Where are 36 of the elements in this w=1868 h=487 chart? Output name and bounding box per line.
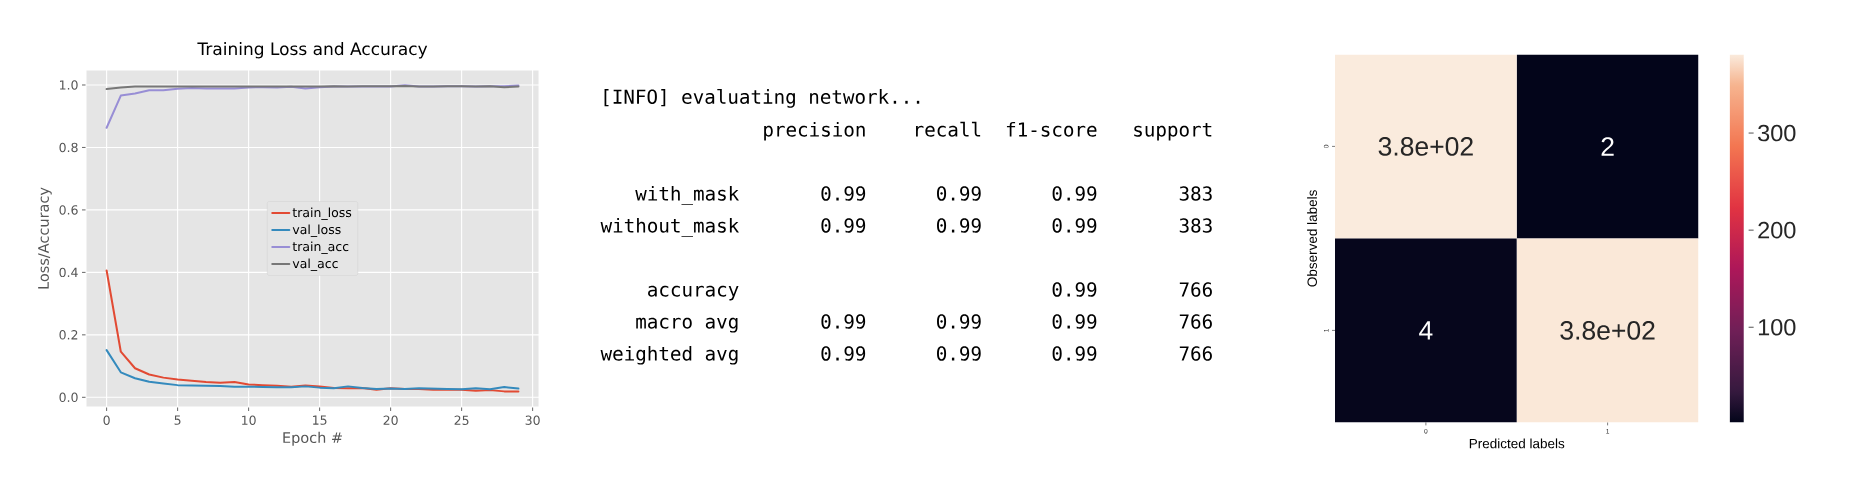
text: macro avg 0.99 0.99 0.99 766 — [636, 314, 1212, 333]
y-tick-label: 0.4 — [59, 267, 78, 278]
x-axis-title: Predicted labels — [1469, 438, 1565, 449]
x-tick-label: 20 — [383, 415, 398, 425]
data-label: 4 — [1419, 321, 1433, 340]
y-tick-label: 0.6 — [59, 205, 78, 215]
legend-label: val_loss — [292, 224, 341, 237]
color-bar-label: 100 — [1758, 318, 1796, 336]
y-tick-label: 0.0 — [59, 392, 78, 403]
text: precision recall f1-score support — [764, 121, 1212, 141]
text: with_mask 0.99 0.99 0.99 383 — [635, 185, 1212, 206]
text: without_mask 0.99 0.99 0.99 383 — [600, 217, 1212, 238]
text: weighted avg 0.99 0.99 0.99 766 — [600, 345, 1212, 365]
text: accuracy 0.99 766 — [648, 282, 1212, 301]
x-tick-label: 10 — [242, 415, 256, 425]
y-tick-label: 1.0 — [60, 80, 78, 90]
data-label: 3.8e+02 — [1378, 137, 1473, 156]
color-bar-label: 300 — [1758, 124, 1796, 142]
y-axis-title: Observed labels — [1307, 190, 1317, 287]
text: [INFO] evaluating network... — [604, 89, 920, 108]
x-tick-label: 15 — [313, 415, 327, 425]
x-tick-label: 30 — [525, 415, 540, 425]
chart-title: Training Loss and Accuracy — [197, 42, 428, 59]
x-tick-label: 5 — [174, 415, 181, 425]
color-bar-label: 200 — [1758, 221, 1796, 239]
data-label: 3.8e+02 — [1560, 321, 1655, 340]
legend-label: train_acc — [292, 241, 349, 254]
data-label: 2 — [1601, 137, 1614, 156]
x-tick-label: 25 — [454, 415, 469, 425]
legend-label: train_loss — [292, 207, 352, 220]
y-tick-label: 0.8 — [59, 142, 78, 153]
y-tick-label: 0.2 — [59, 330, 78, 340]
x-axis-title: Epoch # — [283, 431, 342, 446]
y-axis-title: Loss/Accuracy — [38, 187, 52, 289]
x-tick-label: 0 — [103, 415, 110, 425]
legend-label: val_acc — [292, 258, 338, 271]
